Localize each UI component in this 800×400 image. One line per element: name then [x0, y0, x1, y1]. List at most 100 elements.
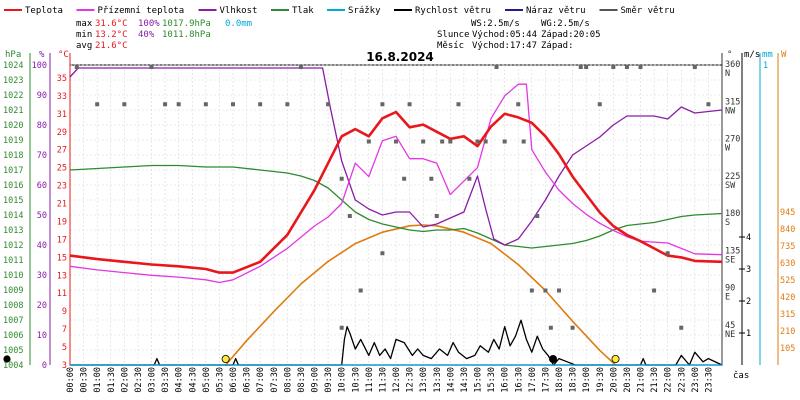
legend-label: Směr větru: [621, 6, 675, 16]
temp-tick-label: 11: [57, 289, 67, 299]
temp-tick-label: 13: [57, 271, 67, 281]
wind-direction-point: [543, 288, 548, 293]
temp-tick-label: 9: [62, 307, 67, 317]
hpa-tick-label: 1021: [3, 106, 23, 116]
wind-direction-point: [494, 65, 499, 69]
legend-label: Teplota: [25, 6, 63, 16]
x-axis-label: čas: [733, 370, 749, 381]
x-tick-label: 08:30: [297, 367, 307, 393]
wind-tick-label: 3: [746, 265, 751, 275]
stat-min-temp: 13.2°C: [95, 30, 128, 40]
stats-block: max 31.6°C 100% 1017.9hPa 0.0mm min 13.2…: [76, 19, 252, 51]
sunrise-marker: [221, 354, 230, 363]
x-tick-label: 16:30: [514, 367, 524, 393]
series-line-vlhkost: [69, 67, 723, 246]
legend-label: Přízemní teplota: [98, 6, 185, 16]
stat-max-hum: 100%: [138, 19, 160, 29]
wind-direction-point: [483, 139, 488, 144]
hpa-tick-label: 1020: [3, 121, 23, 131]
x-tick-label: 08:00: [283, 367, 293, 393]
stat-min-hum: 40%: [138, 30, 155, 40]
hpa-tick-label: 1006: [3, 331, 23, 341]
markers-layer: [3, 354, 620, 363]
hpa-tick-label: 1016: [3, 181, 23, 191]
chart-title: 16.8.2024: [366, 50, 434, 64]
hpa-tick-label: 1007: [3, 316, 23, 326]
x-tick-label: 18:30: [569, 367, 579, 393]
wind-direction-point: [692, 65, 697, 69]
w-tick-label: 315: [780, 310, 795, 320]
w-tick-label: 630: [780, 259, 795, 269]
wind-direction-point: [429, 176, 434, 181]
dir-deg-tick: 360: [725, 60, 740, 70]
temp-unit-label: °C: [58, 50, 69, 60]
hpa-tick-label: 1012: [3, 241, 23, 251]
hum-tick-label: 30: [37, 271, 47, 281]
x-tick-label: 10:00: [338, 367, 348, 393]
x-tick-label: 14:30: [460, 367, 470, 393]
hpa-tick-label: 1022: [3, 91, 23, 101]
dir-deg-tick: 180: [725, 209, 740, 219]
w-tick-label: 210: [780, 327, 795, 337]
info-block: WS:2.5m/s WG:2.5m/s Slunce Východ:05:44 …: [437, 19, 601, 51]
x-tick-label: 07:00: [256, 367, 266, 393]
wind-direction-point: [578, 65, 583, 69]
info-slunce-vychod: Východ:05:44: [472, 30, 537, 40]
rain-tick-label: 1: [763, 61, 768, 71]
wind-direction-point: [624, 65, 629, 69]
ms-unit-label: m/s: [744, 50, 760, 60]
wind-direction-point: [456, 102, 461, 107]
wind-direction-point: [285, 102, 290, 107]
x-tick-label: 12:00: [392, 367, 402, 393]
x-tick-label: 18:00: [555, 367, 565, 393]
dir-name-tick: S: [725, 218, 730, 228]
hpa-tick-label: 1008: [3, 301, 23, 311]
x-tick-label: 09:30: [324, 367, 334, 393]
hum-tick-label: 90: [37, 91, 47, 101]
x-tick-label: 13:30: [433, 367, 443, 393]
hpa-tick-label: 1011: [3, 256, 23, 266]
w-tick-label: 105: [780, 344, 795, 354]
x-tick-label: 07:30: [270, 367, 280, 393]
wind-direction-point: [298, 65, 303, 69]
info-mesic-vychod: Východ:17:47: [472, 41, 537, 51]
hum-tick-label: 80: [37, 121, 47, 131]
x-tick-label: 11:30: [378, 367, 388, 393]
hpa-tick-label: 1013: [3, 226, 23, 236]
hpa-tick-label: 1014: [3, 211, 23, 221]
x-tick-label: 23:00: [691, 367, 701, 393]
stat-max-press: 1017.9hPa: [162, 19, 211, 29]
hpa-tick-label: 1009: [3, 286, 23, 296]
x-tick-label: 17:30: [541, 367, 551, 393]
info-slunce: Slunce: [437, 30, 470, 40]
dir-name-tick: NW: [725, 106, 736, 116]
dir-deg-tick: 45: [725, 321, 735, 331]
temp-tick-label: 3: [62, 361, 67, 371]
temp-tick-label: 15: [57, 253, 67, 263]
wind-direction-point: [706, 102, 711, 107]
wind-direction-point: [597, 102, 602, 107]
wind-direction-point: [347, 214, 352, 218]
x-tick-label: 11:00: [365, 367, 375, 393]
w-unit-label: W: [781, 50, 787, 60]
wind-direction-point: [149, 65, 154, 69]
x-tick-label: 03:30: [161, 367, 171, 393]
w-tick-label: 735: [780, 242, 795, 252]
temp-tick-label: 17: [57, 235, 67, 245]
dir-name-tick: W: [725, 144, 731, 154]
dir-deg-tick: 90: [725, 284, 735, 294]
dir-name-tick: NE: [725, 330, 735, 340]
info-wg: WG:2.5m/s: [541, 19, 590, 29]
dir-name-tick: N: [725, 69, 730, 79]
hpa-tick-label: 1024: [3, 61, 23, 71]
x-tick-label: 15:30: [487, 367, 497, 393]
hpa-tick-label: 1004: [3, 361, 23, 371]
wind-direction-point: [402, 176, 407, 181]
stat-max-rain: 0.0mm: [225, 19, 252, 29]
hum-tick-label: 10: [37, 331, 47, 341]
w-tick-label: 420: [780, 293, 795, 303]
x-tick-label: 19:00: [582, 367, 592, 393]
wind-direction-point: [570, 325, 575, 330]
temp-tick-label: 5: [62, 343, 67, 353]
